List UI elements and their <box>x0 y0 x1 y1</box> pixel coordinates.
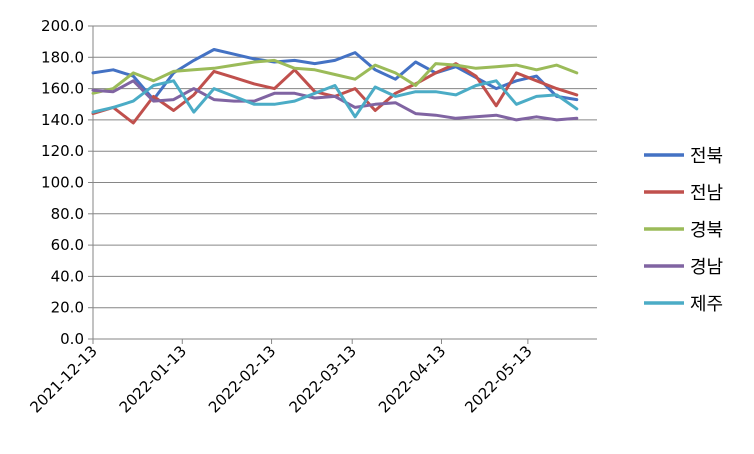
x-tick-label: 2022-04-13 <box>375 342 449 416</box>
y-tick-label: 100.0 <box>41 174 84 192</box>
series-line-3 <box>91 58 579 95</box>
x-tick-label: 2022-02-13 <box>205 342 279 416</box>
legend-label: 경북 <box>690 220 723 241</box>
legend-label: 제주 <box>690 294 723 315</box>
gridlines <box>93 25 597 309</box>
x-tick-label: 2021-12-13 <box>26 342 100 416</box>
legend-label: 전남 <box>690 183 723 204</box>
series-line-2 <box>91 62 579 125</box>
y-axis: 0.0 20.0 40.0 60.0 80.0 100.0 120.0 140.0 160.0 1… <box>41 17 94 348</box>
y-tick-label: 0.0 <box>60 330 84 348</box>
y-tick-label: 200.0 <box>41 17 84 35</box>
x-tick-label: 2022-05-13 <box>461 342 535 416</box>
x-tick-label: 2022-03-13 <box>286 342 360 416</box>
y-tick-label: 160.0 <box>41 80 84 98</box>
series-lines <box>91 48 579 125</box>
y-tick-label: 80.0 <box>51 205 84 223</box>
x-axis: 2021-12-13 2022-01-13 2022-02-13 2022-03-13… <box>26 338 597 416</box>
x-tick-label: 2022-01-13 <box>116 342 190 416</box>
y-tick-label: 180.0 <box>41 48 84 66</box>
y-tick-label: 140.0 <box>41 111 84 129</box>
legend-label: 전북 <box>690 146 723 167</box>
series-line-5 <box>91 79 579 119</box>
y-tick-label: 20.0 <box>51 299 84 317</box>
y-tick-label: 60.0 <box>51 236 84 254</box>
series-line-4 <box>91 79 579 122</box>
legend-label: 경남 <box>690 257 723 278</box>
y-tick-label: 40.0 <box>51 267 84 285</box>
y-tick-label: 120.0 <box>41 142 84 160</box>
